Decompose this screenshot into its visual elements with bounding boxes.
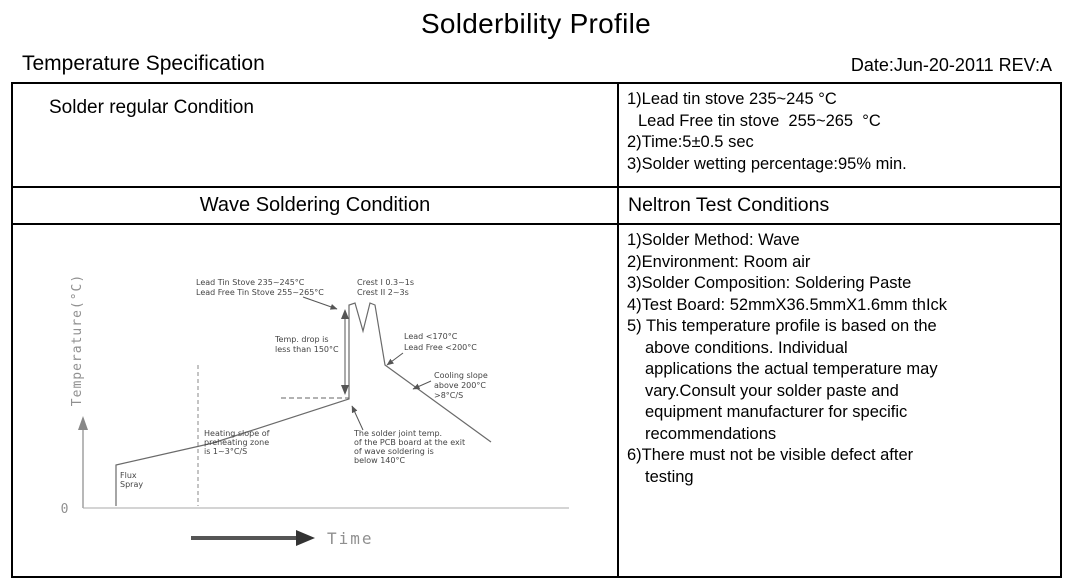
svg-text:Temp. drop is: Temp. drop is: [274, 335, 329, 344]
neltron-line: equipment manufacturer for specific: [645, 403, 908, 421]
neltron-line: vary.Consult your solder paste and: [645, 381, 899, 400]
svg-text:Lead Tin Stove 235~245°C: Lead Tin Stove 235~245°C: [196, 278, 305, 287]
svg-text:of wave soldering is: of wave soldering is: [354, 447, 434, 456]
svg-text:is 1~3°C/S: is 1~3°C/S: [204, 447, 247, 456]
y-axis-label: Temperature(°C): [70, 274, 85, 406]
neltron-line: testing: [645, 467, 694, 486]
table-row-solder-regular: Solder regular Condition 1)Lead tin stov…: [13, 84, 1060, 188]
solder-regular-line: Lead Free tin stove 255~265 °C: [638, 111, 881, 130]
svg-text:The solder joint temp.: The solder joint temp.: [353, 429, 442, 438]
annotation-solder-joint: The solder joint temp. of the PCB board …: [353, 429, 465, 465]
svg-text:preheating zone: preheating zone: [204, 438, 269, 447]
cell-solder-regular-details: 1)Lead tin stove 235~245 °C Lead Free ti…: [619, 84, 1060, 186]
svg-text:Lead Free <200°C: Lead Free <200°C: [404, 343, 477, 352]
svg-text:Lead <170°C: Lead <170°C: [404, 332, 458, 341]
spec-table: Solder regular Condition 1)Lead tin stov…: [11, 82, 1062, 578]
time-arrow-icon: [296, 530, 315, 546]
svg-text:>8°C/S: >8°C/S: [434, 391, 463, 400]
neltron-line: 5) This temperature profile is based on …: [627, 317, 937, 335]
solder-regular-title: Solder regular Condition: [49, 97, 254, 118]
neltron-line: applications the actual temperature may: [645, 360, 938, 378]
stove-leader-arrow: [302, 296, 338, 310]
svg-text:less than 150°C: less than 150°C: [275, 345, 339, 354]
svg-text:of the PCB board at the exit: of the PCB board at the exit: [354, 438, 465, 447]
subheading-row: Temperature Specification Date:Jun-20-20…: [22, 52, 1056, 76]
solder-regular-line: 2)Time:5±0.5 sec: [627, 133, 754, 151]
cell-solder-regular-label: Solder regular Condition: [13, 84, 619, 186]
annotation-stove: Lead Tin Stove 235~245°C Lead Free Tin S…: [196, 278, 324, 297]
annotation-crest: Crest I 0.3~1s Crest II 2~3s: [357, 278, 414, 297]
header-wave-soldering: Wave Soldering Condition: [13, 188, 619, 223]
annotation-flux-spray: Flux Spray: [120, 471, 143, 489]
svg-text:below 140°C: below 140°C: [354, 456, 405, 465]
svg-text:above 200°C: above 200°C: [434, 381, 486, 390]
neltron-line: 2)Environment: Room air: [627, 252, 811, 271]
solder-regular-line: 3)Solder wetting percentage:95% min.: [627, 154, 907, 173]
svg-text:Spray: Spray: [120, 480, 143, 489]
svg-text:Cooling slope: Cooling slope: [434, 371, 488, 380]
origin-label: 0: [61, 502, 70, 517]
svg-text:Lead Free Tin Stove 255~265°C: Lead Free Tin Stove 255~265°C: [196, 288, 324, 297]
table-row-details: Temperature(°C) 0: [13, 225, 1060, 576]
svg-text:Crest II 2~3s: Crest II 2~3s: [357, 288, 409, 297]
lead-leader-arrow: [386, 352, 404, 366]
temp-drop-double-arrow: [341, 309, 349, 395]
temperature-profile-diagram: Temperature(°C) 0: [61, 274, 569, 548]
temperature-profile-curve: [115, 302, 492, 506]
x-axis: Time: [191, 529, 374, 548]
svg-text:Flux: Flux: [120, 471, 137, 480]
annotation-heating-slope: Heating slope of preheating zone is 1~3°…: [204, 429, 270, 456]
annotation-lead-limits: Lead <170°C Lead Free <200°C: [404, 332, 477, 352]
annotation-temp-drop: Temp. drop is less than 150°C: [274, 335, 339, 354]
cell-profile-diagram: Temperature(°C) 0: [13, 225, 619, 576]
neltron-line: above conditions. Individual: [645, 338, 848, 357]
table-row-headers: Wave Soldering Condition Neltron Test Co…: [13, 188, 1060, 225]
page-title: Solderbility Profile: [420, 8, 652, 39]
svg-text:Crest I 0.3~1s: Crest I 0.3~1s: [357, 278, 414, 287]
x-axis-label: Time: [327, 529, 374, 548]
header-neltron-test: Neltron Test Conditions: [628, 194, 830, 216]
neltron-line: 1)Solder Method: Wave: [627, 231, 800, 249]
svg-text:Heating slope of: Heating slope of: [204, 429, 270, 438]
section-heading: Temperature Specification: [22, 52, 265, 75]
solder-regular-line: 1)Lead tin stove 235~245 °C: [627, 90, 837, 108]
joint-leader-arrow: [351, 405, 364, 431]
neltron-line: 3)Solder Composition: Soldering Paste: [627, 274, 912, 292]
annotation-cooling-slope: Cooling slope above 200°C >8°C/S: [434, 371, 488, 400]
date-revision: Date:Jun-20-2011 REV:A: [850, 55, 1052, 75]
cooling-leader-arrow: [412, 380, 432, 390]
neltron-line: 6)There must not be visible defect after: [627, 446, 914, 464]
y-axis-arrow-icon: [78, 416, 88, 430]
y-axis: Temperature(°C) 0: [61, 274, 88, 517]
neltron-line: 4)Test Board: 52mmX36.5mmX1.6mm thIck: [627, 295, 948, 314]
neltron-line: recommendations: [645, 424, 777, 443]
cell-neltron-conditions: 1)Solder Method: Wave 2)Environment: Roo…: [619, 225, 1060, 576]
